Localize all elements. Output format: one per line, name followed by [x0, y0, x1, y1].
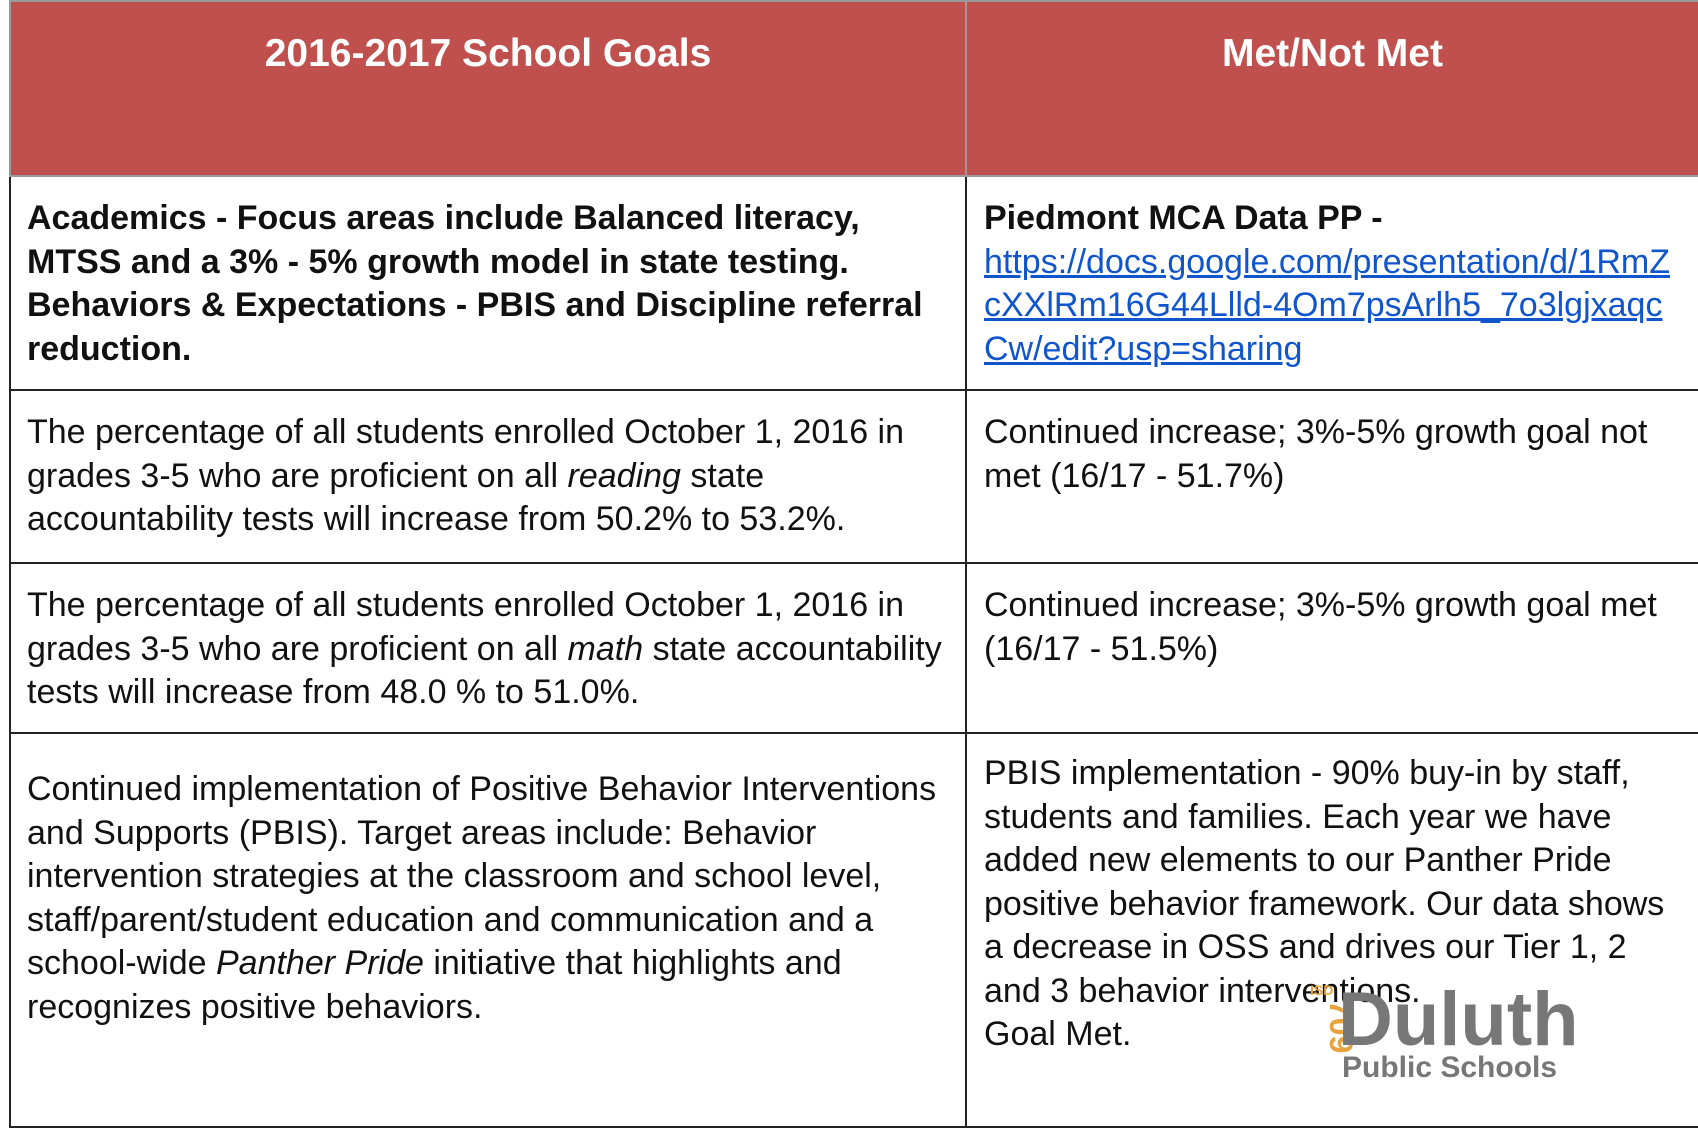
link[interactable]: https://docs.google.com/presentation/d/1… — [984, 242, 1671, 368]
cell: Continued increase; 3%-5% growth goal no… — [965, 389, 1698, 564]
text: Continued implementation of Positive Beh… — [27, 770, 937, 982]
text: state accountability tests will increase… — [27, 456, 846, 539]
cell: PBIS implementation - 90% buy-in by staf… — [965, 732, 1698, 1128]
goals-table: 2016-2017 School Goals Met/Not Met Acade… — [9, 0, 1698, 1128]
cell: The percentage of all students enrolled … — [9, 562, 967, 734]
header-cell: 2016-2017 School Goals — [9, 0, 967, 177]
logo-name: Duluth — [1338, 977, 1579, 1062]
text: reading — [567, 456, 681, 495]
text: The percentage of all students enrolled … — [27, 413, 905, 495]
header-cell: Met/Not Met — [965, 0, 1698, 177]
cell: Continued implementation of Positive Beh… — [9, 732, 967, 1128]
logo-isd: ISD — [1310, 982, 1333, 998]
logo-sub: Public Schools — [1342, 1051, 1557, 1084]
cell: Piedmont MCA Data PP - https://docs.googl… — [965, 175, 1698, 391]
cell: Continued increase; 3%-5% growth goal me… — [965, 562, 1698, 734]
logo: ISD 709 Duluth Public Schools — [1310, 977, 1579, 1084]
text: math — [567, 629, 644, 668]
text: state accountability tests will increase… — [27, 629, 942, 712]
text: PBIS implementation - 90% buy-in by staf… — [984, 754, 1665, 1010]
cell: Academics - Focus areas include Balanced… — [9, 175, 967, 391]
text: Goal Met. — [984, 1015, 1132, 1053]
cell: The percentage of all students enrolled … — [9, 389, 967, 564]
logo-number: 709 — [1323, 1000, 1359, 1053]
text: initiative that highlights and recognize… — [27, 944, 842, 1026]
text: The percentage of all students enrolled … — [27, 586, 905, 668]
label: Piedmont MCA Data PP - — [984, 199, 1383, 237]
text: Panther Pride — [215, 944, 424, 982]
